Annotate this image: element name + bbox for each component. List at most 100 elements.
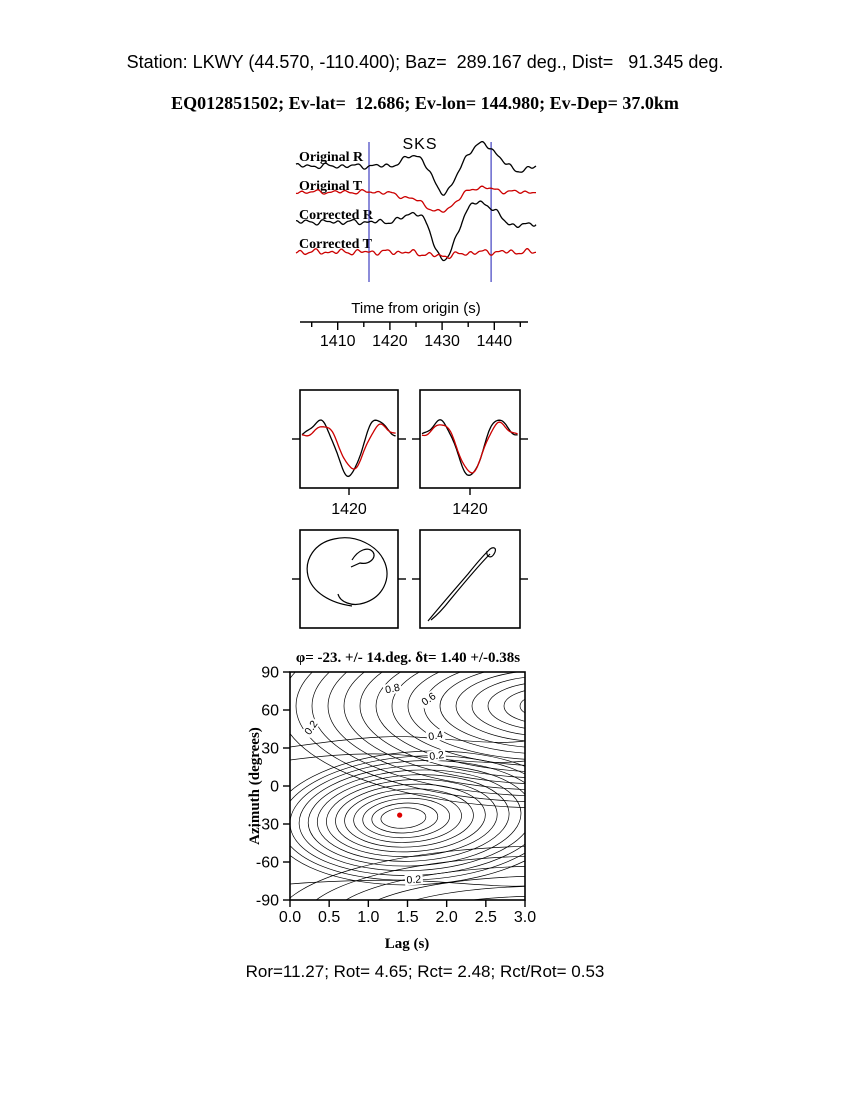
particle-motion-path	[306, 537, 388, 607]
time-tick-label: 1430	[424, 333, 460, 350]
lag-tick-label: 2.0	[436, 909, 458, 926]
contour-label-text: 0.2	[406, 873, 422, 886]
contour-line	[519, 698, 525, 714]
contour-label-bg	[301, 717, 321, 739]
zoom-tick-label: 1420	[452, 501, 488, 518]
contour-label: 0.2	[404, 873, 424, 886]
contour-label-text: 0.2	[429, 749, 445, 763]
particle-motion-path	[430, 553, 491, 621]
contour-line	[298, 764, 525, 872]
zoom-tick-label: 1420	[331, 501, 367, 518]
contour-label: 0.6	[418, 689, 440, 709]
azimuth-tick-label: 0	[270, 779, 279, 796]
trace-label-original-r: Original R	[299, 150, 364, 165]
contour-plot: 90 60 30 0 -30 -60 -900.0 0.5 1.0 1.5 2.0 2.5 3.0 0.8…	[256, 665, 536, 927]
lag-tick-label: 3.0	[514, 909, 536, 926]
contour-title: φ= -23. +/- 14.deg. δt= 1.40 +/-0.38s	[296, 650, 520, 666]
phase-label-sks: SKS	[402, 136, 437, 153]
particle-motion-corrected	[412, 529, 528, 629]
zoom-panel-1: 1420	[412, 389, 528, 518]
time-tick-label: 1410	[320, 333, 356, 350]
footer-stats: Ror=11.27; Rot= 4.65; Rct= 2.48; Rct/Rot…	[245, 962, 605, 981]
contour-label-bg	[426, 748, 447, 763]
trace-path-3	[295, 247, 536, 260]
zoom-panel-0: 1420	[292, 389, 406, 518]
contour-line	[439, 672, 525, 748]
contour-label-text: 0.2	[302, 718, 320, 737]
contour-xlabel: Lag (s)	[385, 936, 430, 952]
contour-line	[391, 672, 525, 766]
contour-line	[290, 879, 525, 887]
lag-tick-label: 2.5	[475, 909, 497, 926]
particle-motion-original	[292, 529, 406, 629]
contour-lines	[290, 672, 525, 900]
contour-line	[290, 753, 525, 763]
waveform-panel: 1410 1420 1430 1440	[295, 141, 537, 350]
trace-label-corrected-r: Corrected R	[299, 208, 374, 223]
contour-line	[407, 672, 525, 760]
contour-line	[353, 793, 462, 843]
contour-line	[455, 672, 525, 742]
trace-label-original-t: Original T	[299, 179, 363, 194]
contour-label: 0.2	[426, 748, 447, 763]
zoom-trace-path	[301, 423, 396, 470]
contour-line	[359, 672, 525, 778]
contour-line	[414, 886, 525, 900]
azimuth-tick-label: 30	[261, 741, 279, 758]
contour-label: 0.8	[382, 681, 403, 697]
contour-line	[290, 672, 525, 808]
zoom-panel-box	[419, 389, 521, 489]
azimuth-tick-label: -90	[256, 893, 279, 910]
particle-motion-path	[350, 548, 375, 568]
contour-line	[380, 807, 427, 829]
lag-tick-label: 0.5	[318, 909, 340, 926]
contour-line	[316, 774, 510, 862]
trace-path-2	[295, 200, 537, 262]
azimuth-tick-label: 60	[261, 703, 279, 720]
zoom-panel-box	[299, 389, 399, 489]
contour-label: 0.2	[301, 717, 321, 739]
trace-path-1	[295, 185, 536, 213]
contour-line	[343, 672, 525, 784]
contour-label-text: 0.4	[427, 729, 444, 743]
contour-line	[471, 677, 525, 735]
contour-line	[295, 672, 525, 802]
contour-line	[290, 736, 525, 748]
contour-label-text: 0.6	[419, 690, 438, 708]
contour-label-bg	[418, 689, 440, 709]
trace-path-0	[295, 141, 537, 196]
time-axis-label: Time from origin (s)	[351, 300, 480, 317]
best-fit-dot	[397, 812, 403, 818]
time-tick-label: 1420	[372, 333, 408, 350]
contour-line	[335, 783, 486, 853]
contour-ylabel: Azimuth (degrees)	[247, 727, 263, 845]
contour-label-text: 0.8	[384, 682, 401, 697]
zoom-trace-path	[301, 419, 396, 478]
azimuth-tick-label: -30	[256, 817, 279, 834]
lag-tick-label: 1.0	[357, 909, 379, 926]
contour-line	[375, 672, 525, 772]
contour-line	[327, 672, 525, 790]
contour-line	[344, 788, 474, 848]
trace-label-corrected-t: Corrected T	[299, 237, 373, 252]
time-tick-label: 1440	[477, 333, 513, 350]
contour-line	[311, 672, 525, 796]
contour-line	[362, 797, 451, 839]
contour-line	[503, 690, 525, 722]
zoom-trace-path	[421, 419, 518, 476]
lag-tick-label: 1.5	[396, 909, 418, 926]
contour-line	[371, 802, 439, 834]
contour-label: 0.4	[425, 728, 446, 743]
contour-label-bg	[425, 728, 446, 743]
azimuth-tick-label: -60	[256, 855, 279, 872]
event-header: EQ012851502; Ev-lat= 12.686; Ev-lon= 144…	[171, 93, 679, 113]
particle-panel-box	[299, 529, 399, 629]
contour-line	[307, 769, 522, 867]
zoom-trace-path	[421, 421, 518, 474]
azimuth-tick-label: 90	[261, 665, 279, 682]
lag-tick-label: 0.0	[279, 909, 301, 926]
contour-label-bg	[382, 681, 403, 696]
particle-motion-path	[427, 547, 497, 622]
